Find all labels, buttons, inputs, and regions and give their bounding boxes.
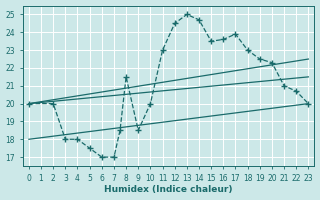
X-axis label: Humidex (Indice chaleur): Humidex (Indice chaleur) [104, 185, 233, 194]
